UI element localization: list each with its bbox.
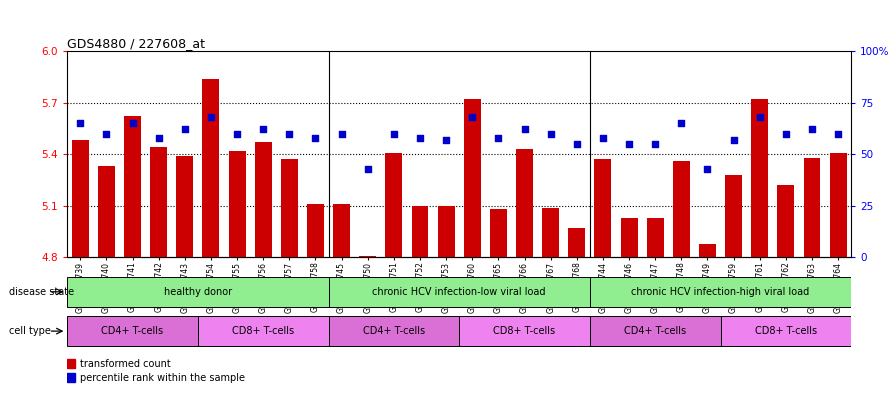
Text: GDS4880 / 227608_at: GDS4880 / 227608_at: [67, 37, 205, 50]
Bar: [699, 244, 716, 257]
Bar: [647, 218, 664, 257]
Text: cell type: cell type: [9, 326, 51, 336]
Text: CD8+ T-cells: CD8+ T-cells: [494, 326, 556, 336]
Text: CD8+ T-cells: CD8+ T-cells: [754, 326, 817, 336]
Point: [779, 130, 793, 137]
Point: [413, 134, 427, 141]
Point: [282, 130, 297, 137]
Text: CD4+ T-cells: CD4+ T-cells: [625, 326, 686, 336]
Bar: [202, 79, 220, 257]
Bar: [542, 208, 559, 257]
Point: [596, 134, 610, 141]
Point: [701, 165, 715, 172]
Bar: [177, 156, 194, 257]
Point: [544, 130, 558, 137]
Point: [648, 141, 662, 147]
Text: transformed count: transformed count: [80, 359, 170, 369]
Point: [256, 126, 271, 132]
FancyBboxPatch shape: [459, 316, 590, 346]
FancyBboxPatch shape: [329, 316, 459, 346]
Bar: [98, 166, 115, 257]
Text: disease state: disease state: [9, 287, 74, 297]
Point: [360, 165, 375, 172]
Point: [570, 141, 584, 147]
Bar: [151, 147, 168, 257]
Bar: [385, 152, 402, 257]
Point: [727, 137, 741, 143]
Point: [203, 114, 218, 120]
Bar: [594, 160, 611, 257]
Text: CD4+ T-cells: CD4+ T-cells: [363, 326, 425, 336]
Point: [387, 130, 401, 137]
Point: [831, 130, 845, 137]
Point: [465, 114, 479, 120]
Bar: [307, 204, 324, 257]
Point: [805, 126, 819, 132]
Bar: [228, 151, 246, 257]
Point: [308, 134, 323, 141]
Point: [125, 120, 140, 127]
Point: [674, 120, 688, 127]
Bar: [67, 359, 75, 368]
Bar: [778, 185, 795, 257]
Bar: [516, 149, 533, 257]
Text: chronic HCV infection-low viral load: chronic HCV infection-low viral load: [373, 287, 546, 297]
Point: [491, 134, 505, 141]
Bar: [621, 218, 638, 257]
Text: chronic HCV infection-high viral load: chronic HCV infection-high viral load: [632, 287, 810, 297]
Point: [622, 141, 636, 147]
FancyBboxPatch shape: [590, 316, 720, 346]
Point: [151, 134, 166, 141]
Point: [753, 114, 767, 120]
Bar: [124, 116, 141, 257]
Text: CD8+ T-cells: CD8+ T-cells: [232, 326, 294, 336]
FancyBboxPatch shape: [590, 277, 851, 307]
FancyBboxPatch shape: [67, 277, 329, 307]
Bar: [254, 142, 271, 257]
Bar: [359, 256, 376, 257]
Point: [517, 126, 531, 132]
Bar: [490, 209, 507, 257]
Bar: [464, 99, 481, 257]
FancyBboxPatch shape: [720, 316, 851, 346]
Point: [334, 130, 349, 137]
Bar: [673, 161, 690, 257]
FancyBboxPatch shape: [329, 277, 590, 307]
Point: [73, 120, 88, 127]
Bar: [280, 160, 297, 257]
FancyBboxPatch shape: [198, 316, 329, 346]
Bar: [437, 206, 454, 257]
Text: CD4+ T-cells: CD4+ T-cells: [101, 326, 164, 336]
Point: [177, 126, 192, 132]
Bar: [830, 152, 847, 257]
Point: [439, 137, 453, 143]
Text: percentile rank within the sample: percentile rank within the sample: [80, 373, 245, 383]
Bar: [333, 204, 350, 257]
FancyBboxPatch shape: [67, 316, 198, 346]
Bar: [568, 228, 585, 257]
Bar: [67, 373, 75, 382]
Point: [99, 130, 114, 137]
Bar: [751, 99, 768, 257]
Bar: [72, 140, 89, 257]
Bar: [804, 158, 821, 257]
Bar: [725, 175, 742, 257]
Bar: [411, 206, 428, 257]
Text: healthy donor: healthy donor: [164, 287, 232, 297]
Point: [230, 130, 245, 137]
